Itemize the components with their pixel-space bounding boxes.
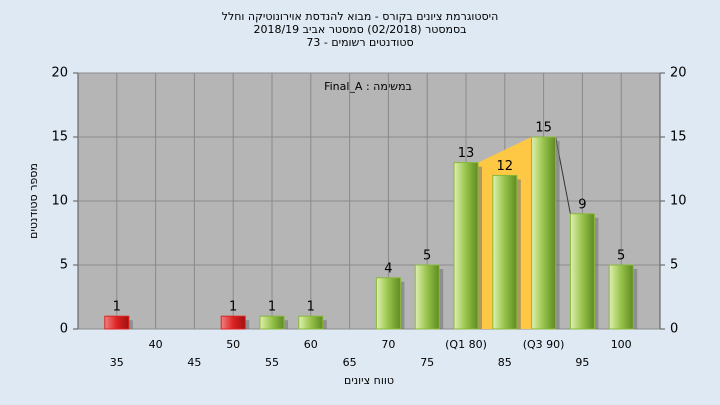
data-label: 12 bbox=[497, 159, 514, 174]
bar bbox=[259, 315, 285, 330]
bar bbox=[220, 315, 246, 330]
bar bbox=[531, 136, 557, 330]
y2-tick-label: 0 bbox=[670, 322, 678, 337]
bar bbox=[492, 174, 518, 330]
data-label: 1 bbox=[268, 300, 276, 315]
x-tick-label: 70 bbox=[381, 338, 395, 351]
data-label: 4 bbox=[384, 261, 392, 276]
x-tick-label: 40 bbox=[149, 338, 163, 351]
y-axis-label: מספר סטודנטים bbox=[27, 163, 40, 239]
bar bbox=[608, 264, 634, 330]
x-tick-label: 95 bbox=[575, 356, 589, 369]
y2-tick-label: 5 bbox=[670, 258, 678, 273]
x-tick-label: 35 bbox=[110, 356, 124, 369]
bar bbox=[104, 315, 130, 330]
title-line: סטודנטים רשומים - 73 bbox=[306, 36, 413, 49]
x-tick-label: 65 bbox=[343, 356, 357, 369]
y2-tick-label: 20 bbox=[670, 66, 687, 81]
x-tick-label: 85 bbox=[498, 356, 512, 369]
bar bbox=[298, 315, 324, 330]
data-label: 5 bbox=[423, 249, 431, 264]
x-tick-label: 45 bbox=[187, 356, 201, 369]
x-tick-label: 75 bbox=[420, 356, 434, 369]
x-tick-label: (Q3 90) bbox=[523, 338, 565, 351]
data-label: 1 bbox=[307, 300, 315, 315]
bar bbox=[453, 162, 479, 330]
y2-tick-label: 15 bbox=[670, 130, 687, 145]
data-label: 9 bbox=[578, 197, 586, 212]
title-line: בסמסטר (02/2018) סמסטר אביב 2018/19 bbox=[253, 23, 466, 36]
annotation: במשימה : Final_A bbox=[324, 80, 412, 93]
data-label: 5 bbox=[617, 249, 625, 264]
data-label: 1 bbox=[113, 300, 121, 315]
data-label: 13 bbox=[458, 146, 475, 161]
data-label: 15 bbox=[535, 121, 552, 136]
title-line: היסטוגרמת ציונים בקורס - מבוא להנדסת אוי… bbox=[222, 10, 499, 23]
data-label: 1 bbox=[229, 300, 237, 315]
bar bbox=[375, 277, 401, 330]
x-tick-label: (Q1 80) bbox=[445, 338, 487, 351]
bar bbox=[414, 264, 440, 330]
y-tick-label: 15 bbox=[51, 130, 68, 145]
y-tick-label: 0 bbox=[60, 322, 68, 337]
x-tick-label: 100 bbox=[611, 338, 632, 351]
x-tick-label: 60 bbox=[304, 338, 318, 351]
bar bbox=[569, 213, 595, 330]
y-tick-label: 20 bbox=[51, 66, 68, 81]
x-axis-label: טווח ציונים bbox=[344, 374, 394, 387]
y-tick-label: 5 bbox=[60, 258, 68, 273]
y2-tick-label: 10 bbox=[670, 194, 687, 209]
x-tick-label: 50 bbox=[226, 338, 240, 351]
y-tick-label: 10 bbox=[51, 194, 68, 209]
x-tick-label: 55 bbox=[265, 356, 279, 369]
